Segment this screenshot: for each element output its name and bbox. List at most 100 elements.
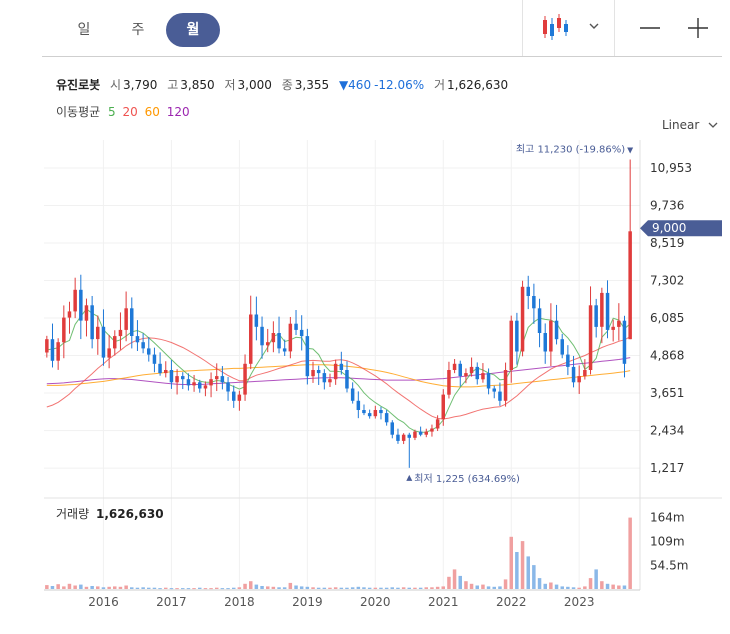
change-percent: -12.06% <box>374 78 425 92</box>
volume-bar <box>367 587 372 589</box>
tab-day[interactable]: 일 <box>77 22 91 38</box>
volume-bar <box>203 588 208 590</box>
volume-bar <box>362 587 366 589</box>
volume-bar <box>288 582 293 589</box>
low-value: 3,000 <box>237 78 272 92</box>
volume-bar <box>566 586 570 589</box>
tab-month[interactable]: 월 <box>166 13 220 47</box>
zoom-in-button[interactable] <box>680 0 716 56</box>
volume-bar <box>503 579 508 589</box>
close-label: 종 <box>281 78 293 92</box>
y-tick-label: 7,302 <box>650 274 684 288</box>
volume-bar <box>294 585 298 589</box>
candle-body <box>617 320 621 327</box>
candle-body <box>181 376 185 380</box>
candle-body <box>282 348 287 352</box>
volume-bar <box>158 588 162 590</box>
candle-body <box>447 370 451 395</box>
candle-body <box>600 292 604 327</box>
candle-body <box>509 320 513 370</box>
candle-body <box>492 388 496 392</box>
period-toolbar: 일 주 월 <box>42 0 722 57</box>
candle-body <box>96 326 100 340</box>
volume-bar <box>469 583 474 589</box>
candle-body <box>532 296 536 309</box>
volume-bar <box>498 586 502 589</box>
candle-body <box>164 370 168 374</box>
x-tick-label: 2022 <box>496 595 527 609</box>
toolbar-divider <box>522 0 523 56</box>
candle-body <box>237 394 242 401</box>
volume-bar <box>571 587 576 589</box>
volume-bar <box>62 586 66 589</box>
candle-body <box>430 428 434 432</box>
volume-bar <box>458 575 462 589</box>
candle-body <box>390 422 394 435</box>
volume-bar <box>237 587 242 589</box>
volume-bar <box>175 588 179 590</box>
volume-bar <box>113 586 117 589</box>
candle-body <box>469 366 474 374</box>
volume-bar <box>356 586 361 589</box>
volume-bar <box>464 581 468 589</box>
candle-body <box>62 317 66 343</box>
volume-bar <box>373 587 378 589</box>
candle-body <box>333 363 338 380</box>
volume-bar <box>328 587 332 589</box>
volume-bar <box>73 585 77 589</box>
volume-bar <box>186 588 191 590</box>
volume-bar <box>130 587 134 589</box>
candle-body <box>356 400 361 410</box>
volume-bar <box>611 584 615 589</box>
candle-body <box>481 373 485 380</box>
volume-tick-label: 54.5m <box>650 558 688 572</box>
candle-body <box>50 339 55 361</box>
x-tick-label: 2021 <box>428 595 459 609</box>
y-tick-label: 8,519 <box>650 236 684 250</box>
candle-body <box>84 305 89 321</box>
candle-body <box>520 286 525 352</box>
volume-bar <box>181 588 185 590</box>
ma-120-label[interactable]: 120 <box>166 105 190 119</box>
candle-body <box>379 410 383 414</box>
volume-bar <box>220 588 225 590</box>
volume-bar <box>475 585 479 589</box>
x-tick-label: 2016 <box>88 595 119 609</box>
volume-bar <box>254 584 259 589</box>
candle-body <box>628 231 632 340</box>
ma-20-line <box>46 336 631 420</box>
candle-body <box>305 336 310 377</box>
candle-body <box>424 431 428 435</box>
ma-120-line <box>46 357 631 385</box>
volume-bar <box>266 586 270 589</box>
volume-bar <box>339 587 344 589</box>
candle-body <box>401 434 406 441</box>
scale-dropdown[interactable]: Linear <box>662 118 718 132</box>
volume-bar <box>407 587 411 589</box>
candle-body <box>486 373 491 389</box>
candle-body <box>362 410 366 414</box>
ma-5-line <box>46 308 631 433</box>
candle-body <box>560 339 564 355</box>
ma-60-label[interactable]: 60 <box>144 105 160 119</box>
volume-bar <box>152 587 157 589</box>
volume-bar <box>135 587 140 589</box>
ma-20-label[interactable]: 20 <box>122 105 138 119</box>
candle-body <box>243 363 247 395</box>
volume-bar <box>384 587 389 589</box>
candle-body <box>277 333 281 349</box>
candle-body <box>503 370 508 401</box>
candle-body <box>594 305 598 327</box>
candle-body <box>622 320 627 364</box>
candle-body <box>588 305 593 370</box>
candle-body <box>458 363 462 377</box>
candle-body <box>384 413 389 423</box>
candle-body <box>452 363 457 370</box>
chart-type-button[interactable] <box>523 0 613 56</box>
zoom-out-button[interactable] <box>632 0 668 56</box>
tab-week[interactable]: 주 <box>131 22 145 38</box>
ma-5-label[interactable]: 5 <box>108 105 116 119</box>
volume-bar <box>486 586 491 589</box>
candle-body <box>107 348 111 358</box>
volume-bar <box>271 586 276 589</box>
